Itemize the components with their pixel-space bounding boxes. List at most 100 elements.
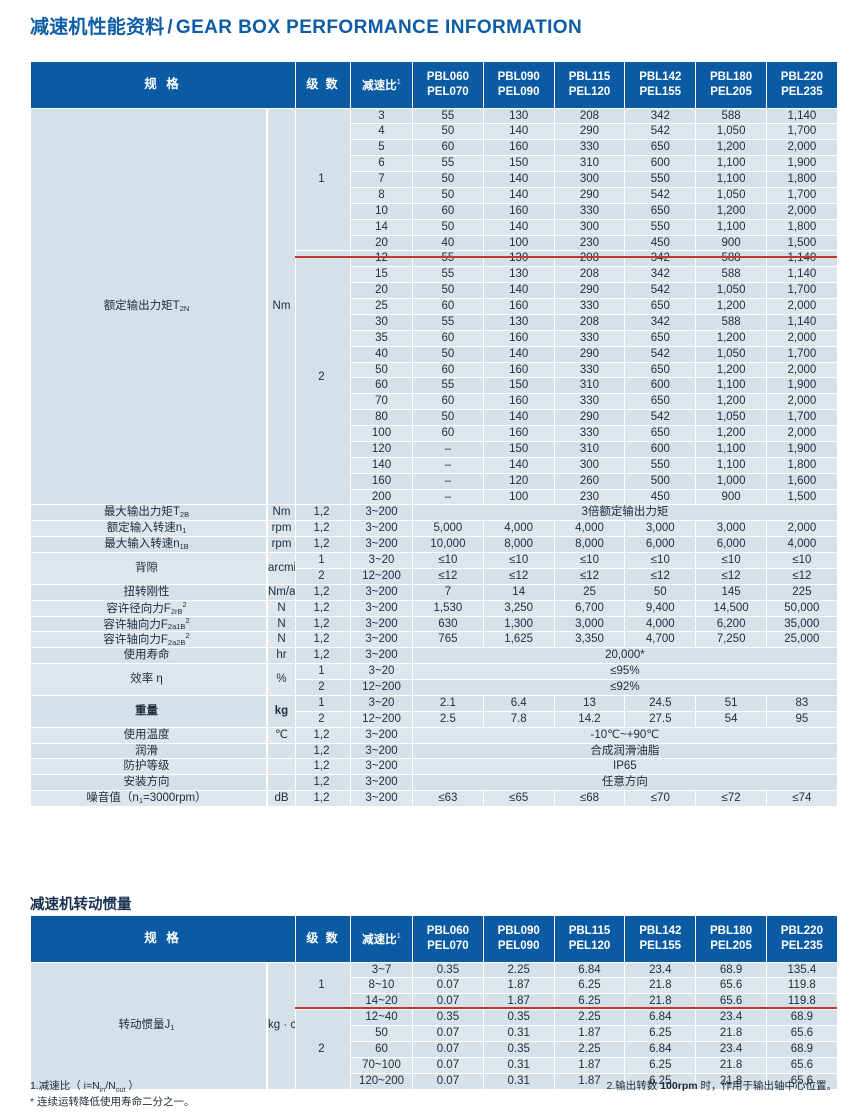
value-cell-3: 6.25: [624, 1056, 697, 1074]
table-row: 80 50 140 290 542 1,050 1,700: [31, 409, 838, 426]
value-cell-5: 119.8: [765, 993, 838, 1011]
stage-cell: 1: [295, 663, 351, 680]
model-top: PBL142: [639, 925, 682, 938]
value-cell-3: 450: [624, 488, 697, 506]
value-cell-5: 2,000: [765, 520, 838, 538]
table-row: 容许轴向力F2a1B2 N 1,2 3~200 630 1,300 3,000 4,000 6,…: [30, 615, 838, 633]
value-cell-2: 300: [553, 218, 626, 236]
value-cell-4: ≤72: [695, 790, 767, 807]
ratio-cell: 8: [350, 186, 413, 204]
value-cell-5: 95: [765, 710, 838, 728]
model-top: PBL220: [780, 71, 823, 84]
row-label-rated-output-torque: 额定输出力矩T2N Nm: [30, 107, 296, 506]
performance-table-head: 规 格 级 数 减速比1 PBL060 PEL070 PBL090 PEL090 P…: [30, 62, 838, 109]
value-cell-5: 1,900: [765, 377, 838, 395]
ratio-cell: 3~200: [350, 615, 413, 633]
value-cell-3: 550: [624, 218, 697, 236]
value-cell-5: ≤10: [765, 552, 838, 569]
value-cell-1: 130: [482, 107, 555, 125]
unit-cell-2: rpm: [266, 537, 295, 552]
value-cell-3: 650: [624, 298, 697, 315]
value-cell-1: 0.31: [482, 1056, 555, 1074]
value-cell-1: 140: [482, 218, 555, 236]
value-cell-0: 60: [412, 425, 484, 442]
value-cell-0: 50: [412, 345, 484, 363]
value-cell-5: 1,900: [765, 440, 838, 458]
value-cell-4: 21.8: [695, 1056, 767, 1074]
stage-cell: 1,2: [295, 504, 351, 522]
ratio-cell: 25: [350, 298, 413, 315]
row-label-rated-output-torque-subscript: 2N: [179, 304, 190, 313]
value-cell-0: 55: [412, 266, 484, 284]
stage-cell: 1,2: [295, 583, 351, 601]
value-cell-3: 650: [624, 329, 697, 347]
value-cell-0: 0.35: [412, 961, 484, 979]
table-row: 15 55 130 208 342 588 1,140: [31, 266, 838, 284]
value-cell-0: 1,530: [412, 599, 484, 617]
header-model-5: PBL220 PEL235: [765, 916, 838, 963]
ratio-cell: 140: [350, 456, 413, 474]
value-cell-0: 50: [412, 282, 484, 299]
table-row: 2 12~200 ≤92%: [31, 679, 838, 696]
value-cell-5: 1,800: [765, 456, 838, 474]
inertia-table-head: 规 格 级 数 减速比1 PBL060 PEL070 PBL090 PEL090 P…: [30, 916, 838, 963]
value-cell-2: 330: [553, 202, 626, 220]
value-cell-2: 300: [553, 456, 626, 474]
model-top: PBL142: [639, 71, 682, 84]
value-cell-4: 1,100: [695, 218, 767, 236]
table-row: 8~10 0.07 1.87 6.25 21.8 65.6 119.8: [31, 977, 838, 995]
value-cell-3: 342: [624, 266, 697, 284]
value-cell-2: 1.87: [553, 1072, 626, 1090]
value-cell-2: 300: [553, 171, 626, 188]
stage-cell: 2: [295, 679, 351, 696]
value-cell-5: 225: [765, 583, 838, 601]
ratio-cell: 160: [350, 472, 413, 490]
value-cell-0: 0.35: [412, 1009, 484, 1026]
unit-cell-12: [266, 743, 295, 758]
stage-cell: 1,2: [295, 790, 351, 807]
model-top: PBL115: [568, 925, 611, 938]
value-cell-5: 4,000: [765, 536, 838, 553]
row-label-10: 重量 kg: [30, 694, 296, 728]
value-cell-3: 21.8: [624, 977, 697, 995]
ratio-cell: 10: [350, 202, 413, 220]
stage-cell: 1: [295, 107, 351, 252]
value-cell-0: 2.5: [412, 710, 484, 728]
ratio-cell: 120~200: [350, 1072, 413, 1090]
unit-cell-1: rpm: [266, 521, 295, 536]
table-row: 2 12~40 0.35 0.35 2.25 6.84 23.4 68.9: [31, 1009, 838, 1090]
value-cell-4: 1,100: [695, 456, 767, 474]
ratio-cell: 3~200: [350, 647, 413, 665]
value-cell-1: 1.87: [482, 977, 555, 995]
ratio-cell: 3~200: [350, 536, 413, 553]
unit-cell-10: kg: [266, 696, 295, 727]
stage-cell: 1,2: [295, 742, 351, 760]
value-cell-1: 160: [482, 425, 555, 442]
value-cell-3: 450: [624, 234, 697, 252]
table-row: 6 55 150 310 600 1,100 1,900: [31, 155, 838, 172]
value-cell-2: 330: [553, 361, 626, 379]
value-cell-1: 4,000: [482, 520, 555, 538]
value-cell-3: 6.84: [624, 1040, 697, 1058]
model-bottom: PEL070: [427, 939, 469, 952]
table-row: 100 60 160 330 650 1,200 2,000: [31, 425, 838, 442]
stage-cell: 1: [295, 552, 351, 569]
table-row: 噪音值（n1=3000rpm） dB 1,2 3~200 ≤63 ≤65 ≤68 ≤70 ≤72…: [30, 790, 838, 807]
value-cell-2: 208: [553, 107, 626, 125]
table-row: 60 55 150 310 600 1,100 1,900: [31, 377, 838, 395]
header-ratio-footnote-marker: 1: [396, 76, 401, 86]
value-cell-0: –: [412, 488, 484, 506]
value-cell-1: 1,300: [482, 615, 555, 633]
value-cell-3: 550: [624, 171, 697, 188]
ratio-cell: 3~200: [350, 520, 413, 538]
value-cell-2: 290: [553, 123, 626, 141]
value-cell-4: 588: [695, 313, 767, 331]
unit-cell-4: Nm/arcmin: [266, 585, 295, 600]
value-cell-2: 330: [553, 139, 626, 157]
value-cell-4: 23.4: [695, 1009, 767, 1026]
value-cell-5: 1,140: [765, 107, 838, 125]
header-model-1: PBL090 PEL090: [482, 916, 555, 963]
value-cell-1: 1,625: [482, 631, 555, 649]
ratio-cell: 3~200: [350, 631, 413, 649]
